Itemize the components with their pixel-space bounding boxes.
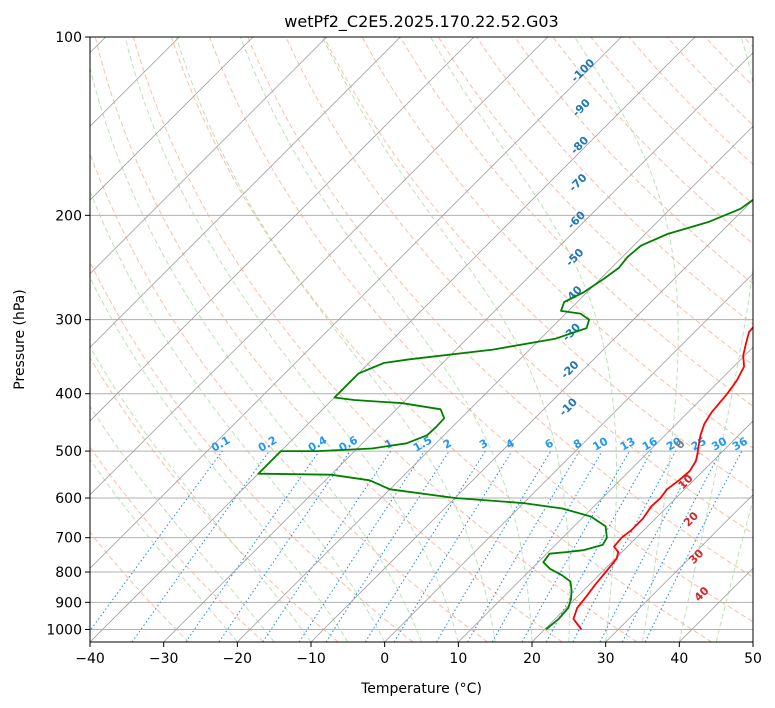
mixing-ratio-line-8 [467, 450, 580, 642]
x-tick-label: 0 [380, 651, 389, 667]
profile-series [257, 198, 753, 631]
moist-adiabat--15 [90, 405, 275, 642]
moist-adiabat--20 [90, 458, 238, 642]
x-tick-label: −30 [149, 651, 179, 667]
isotherm-0 [384, 273, 753, 642]
isotherm--50 [90, 37, 622, 569]
y-tick-label: 200 [55, 208, 82, 224]
x-axis-ticks: −40 −30 −20 −10 0 10 20 30 40 50 [75, 642, 762, 667]
y-tick-label: 800 [55, 565, 82, 581]
mixing-ratio-line-13 [521, 450, 630, 642]
x-axis-label: Temperature (°C) [360, 681, 482, 697]
dry-adiabat-70 [285, 37, 753, 534]
dewpoint-line [257, 198, 753, 631]
y-tick-label: 900 [55, 595, 82, 611]
isotherm--80 [90, 37, 401, 348]
skewed-isotherms [90, 37, 753, 642]
dry-adiabat-120 [476, 37, 753, 325]
moist-adiabat-5 [90, 65, 422, 642]
mixing-ratio-line-10 [491, 450, 603, 642]
isotherm--100 [90, 37, 254, 201]
moist-adiabat-35 [574, 37, 679, 642]
mixing-ratio-line-0.1 [90, 450, 223, 632]
dry-adiabat-140 [552, 37, 753, 245]
plot-frame [89, 36, 754, 643]
mixing-ratio-line-20 [572, 450, 677, 642]
y-tick-label: 500 [55, 444, 82, 460]
dry-adiabat-100 [399, 37, 753, 407]
isotherm--70 [90, 37, 475, 422]
moist-adiabat-25 [322, 37, 571, 642]
y-tick-label: 1000 [46, 622, 82, 638]
moist-adiabat-15 [175, 37, 496, 642]
isotherm-10 [458, 346, 753, 642]
plot-area: 0.1 0.2 0.4 0.6 1 1.5 2 3 4 6 8 10 13 16 20 25 30 36-100-… [90, 37, 753, 642]
x-tick-label: 40 [670, 651, 688, 667]
x-tick-label: 20 [523, 651, 541, 667]
dry-adiabat-20 [94, 37, 563, 642]
y-axis-label: Pressure (hPa) [12, 289, 28, 389]
dry-adiabat--30 [90, 531, 190, 642]
mixing-ratio-line-2 [325, 450, 450, 642]
y-tick-label: 300 [55, 313, 82, 329]
mixing-ratio-line-0.2 [131, 450, 270, 642]
isotherm--60 [90, 37, 548, 496]
y-axis-ticks: 100 200 300 400 500 600 700 800 900 1000 [46, 30, 90, 638]
temperature-line [572, 325, 753, 630]
y-tick-label: 400 [55, 387, 82, 403]
mixing-ratio-line-3 [364, 450, 486, 642]
mixing-ratio-line-0.4 [185, 450, 320, 642]
moist-adiabat-30 [430, 37, 617, 642]
isotherm-20 [531, 420, 753, 642]
x-tick-label: 30 [597, 651, 615, 667]
isotherm--20 [237, 125, 753, 642]
moist-adiabat--5 [90, 276, 349, 642]
y-tick-label: 100 [55, 30, 82, 46]
dry-adiabat-80 [323, 37, 753, 491]
y-tick-label: 700 [55, 531, 82, 547]
mixing-ratio-line-6 [435, 450, 552, 642]
isotherm--30 [163, 52, 753, 642]
moist-adiabat-40 [678, 37, 753, 642]
mixing-ratio-line-0.6 [218, 450, 351, 642]
dry-adiabat-0 [90, 261, 414, 642]
y-tick-label: 600 [55, 491, 82, 507]
dry-adiabat-150 [590, 37, 753, 205]
x-tick-label: 10 [449, 651, 467, 667]
moist-adiabat-45 [715, 498, 753, 642]
x-tick-label: −10 [296, 651, 326, 667]
x-tick-label: −40 [75, 651, 105, 667]
dry-adiabat-50 [209, 37, 753, 623]
moist-adiabat-20 [239, 37, 533, 642]
dry-adiabat-30 [132, 37, 638, 642]
moist-adiabat-0 [90, 189, 386, 642]
x-tick-label: 50 [744, 651, 762, 667]
isotherm--10 [310, 199, 753, 642]
isotherm--90 [90, 37, 327, 275]
isotherm-30 [605, 494, 753, 642]
dry-adiabat-110 [437, 37, 753, 366]
mixing-ratio-line-4 [393, 450, 513, 642]
dry-adiabat-40 [171, 37, 712, 642]
x-tick-label: −20 [223, 651, 253, 667]
chart-title: wetPf2_C2E5.2025.170.22.52.G03 [284, 12, 558, 32]
isotherm--40 [90, 37, 696, 642]
